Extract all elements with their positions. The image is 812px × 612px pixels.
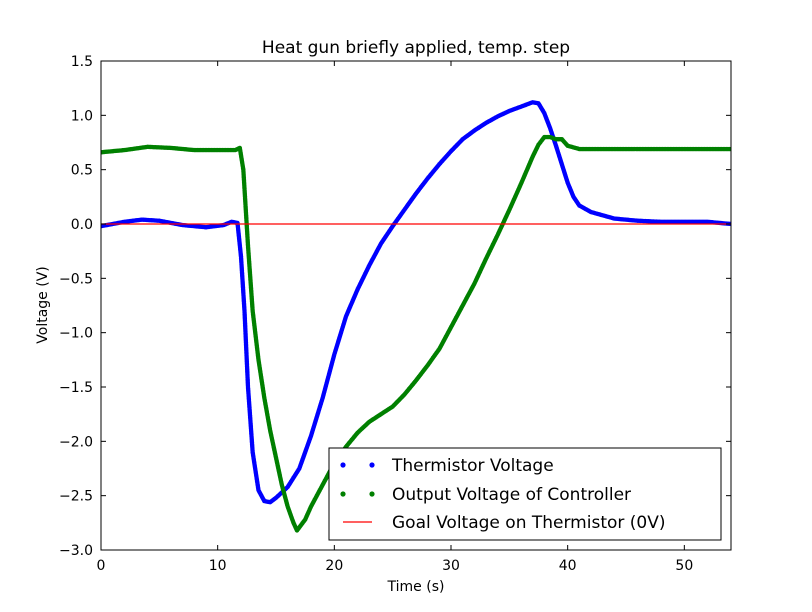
x-tick-label: 10 [209, 558, 227, 574]
x-tick-label: 30 [442, 558, 460, 574]
y-tick-label: 1.0 [71, 108, 93, 124]
legend-label-thermistor: Thermistor Voltage [391, 456, 554, 476]
legend-marker-output [340, 491, 346, 497]
y-tick-label: 0.0 [71, 217, 93, 233]
x-tick-label: 0 [97, 558, 106, 574]
legend-label-output: Output Voltage of Controller [392, 485, 631, 505]
y-tick-label: −1.0 [59, 326, 93, 342]
legend-marker-output-2 [369, 491, 375, 497]
y-tick-label: 1.5 [71, 54, 93, 70]
legend-label-goal: Goal Voltage on Thermistor (0V) [392, 513, 666, 533]
legend: Thermistor Voltage Output Voltage of Con… [328, 447, 722, 541]
series-1-points [101, 134, 731, 533]
y-tick-label: −2.5 [59, 489, 93, 505]
series-0-points [101, 100, 731, 505]
x-tick-label: 40 [559, 558, 577, 574]
chart-title: Heat gun briefly applied, temp. step [262, 38, 570, 58]
legend-marker-thermistor-2 [369, 462, 375, 468]
y-axis-title: Voltage (V) [35, 266, 51, 343]
series-point [728, 146, 731, 152]
x-axis-title: Time (s) [387, 579, 445, 595]
legend-marker-thermistor [340, 462, 346, 468]
plot-frame [100, 60, 732, 551]
legend-frame [328, 447, 722, 541]
y-tick-label: 0.5 [71, 163, 93, 179]
x-tick-label: 50 [675, 558, 693, 574]
x-tick-label: 20 [325, 558, 343, 574]
y-tick-label: −3.0 [59, 543, 93, 559]
y-tick-label: −1.5 [59, 380, 93, 396]
y-tick-label: −0.5 [59, 271, 93, 287]
y-tick-label: −2.0 [59, 434, 93, 450]
